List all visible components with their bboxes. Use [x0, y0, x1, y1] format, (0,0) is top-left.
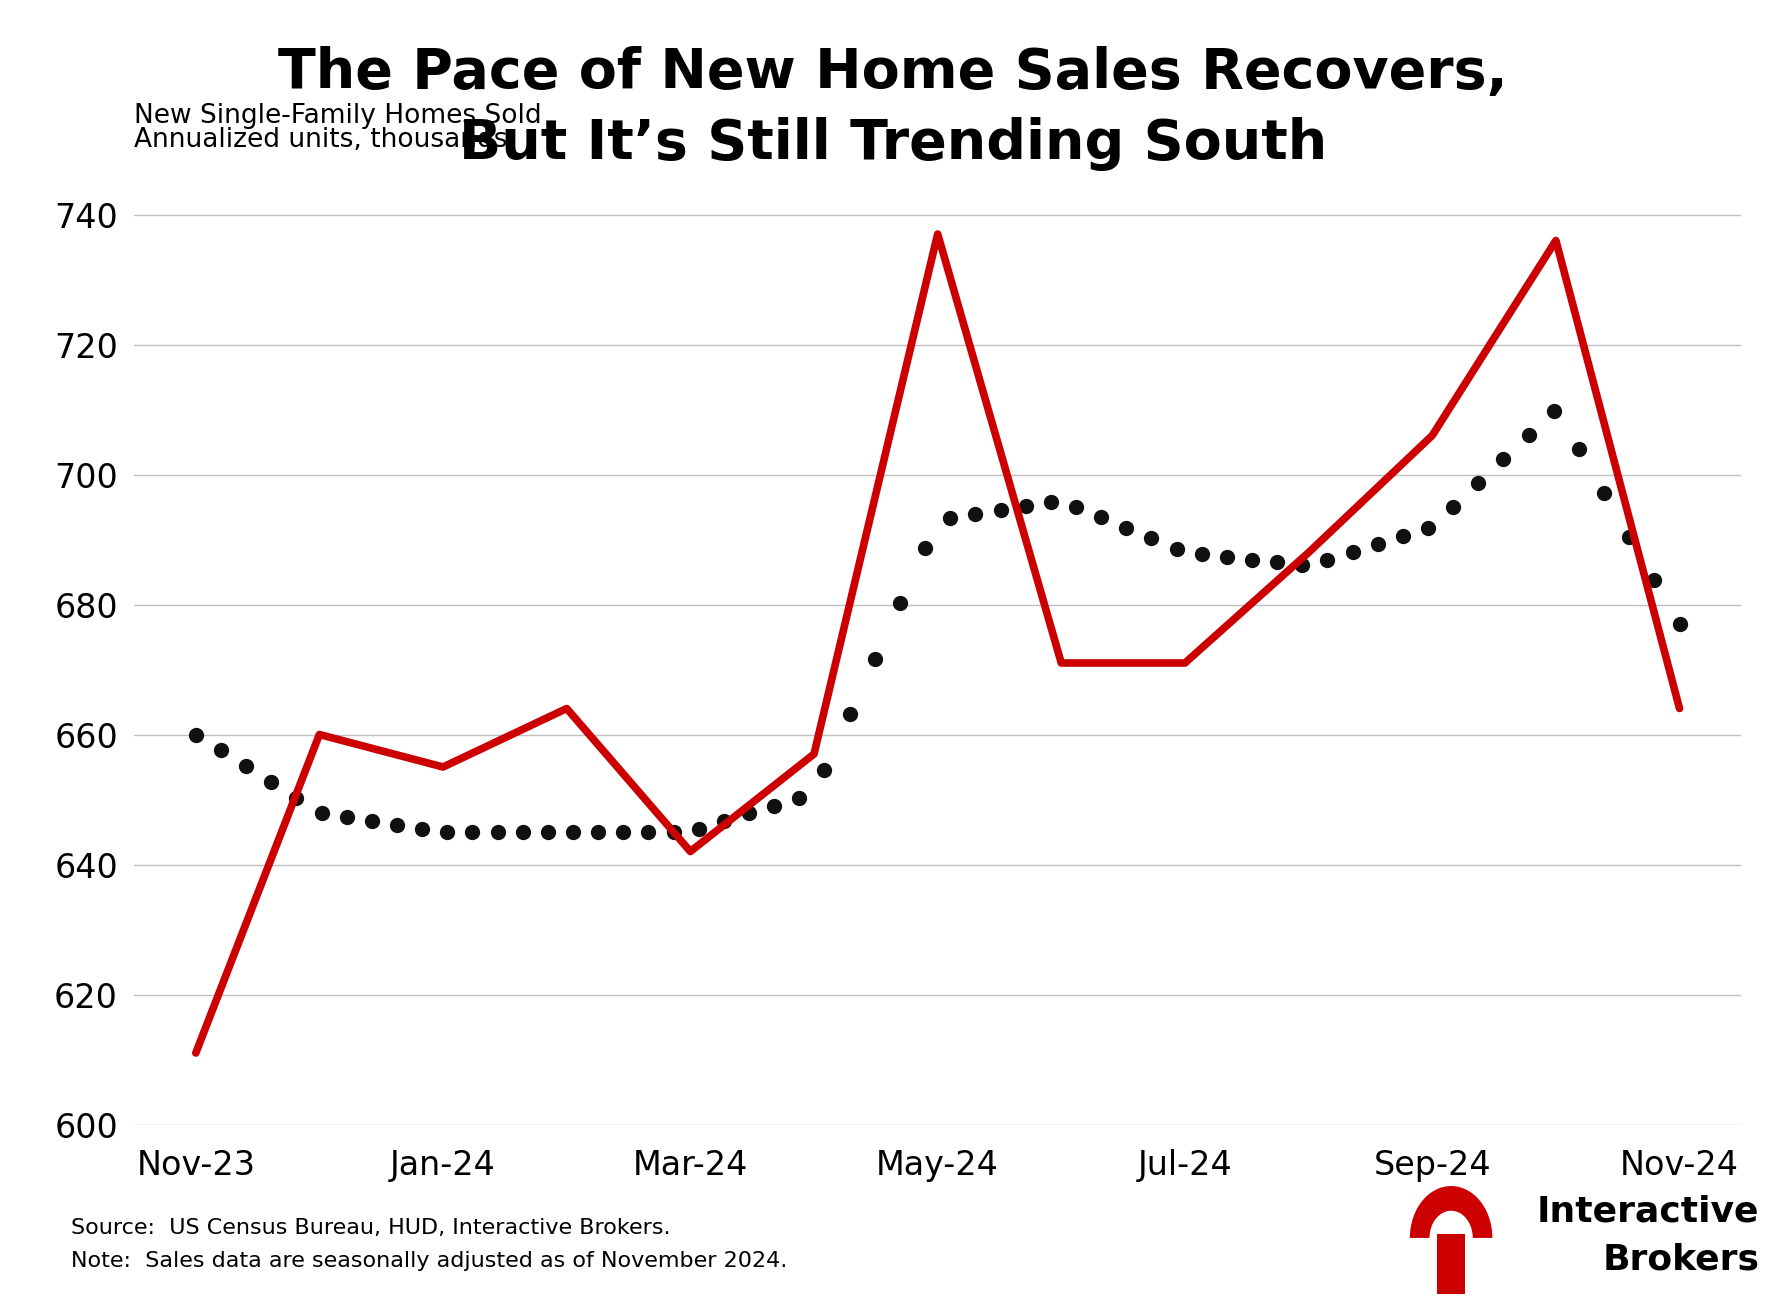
Text: Source:  US Census Bureau, HUD, Interactive Brokers.: Source: US Census Bureau, HUD, Interacti…: [71, 1218, 672, 1238]
Text: But It’s Still Trending South: But It’s Still Trending South: [459, 117, 1327, 172]
Text: Interactive: Interactive: [1536, 1195, 1759, 1228]
Text: Annualized units, thousands: Annualized units, thousands: [134, 127, 507, 153]
Text: The Pace of New Home Sales Recovers,: The Pace of New Home Sales Recovers,: [279, 46, 1507, 100]
Bar: [1438, 1234, 1465, 1294]
Text: New Single-Family Homes Sold: New Single-Family Homes Sold: [134, 103, 541, 129]
Text: Note:  Sales data are seasonally adjusted as of November 2024.: Note: Sales data are seasonally adjusted…: [71, 1252, 788, 1271]
Polygon shape: [1409, 1186, 1493, 1238]
Text: Brokers: Brokers: [1602, 1243, 1759, 1277]
